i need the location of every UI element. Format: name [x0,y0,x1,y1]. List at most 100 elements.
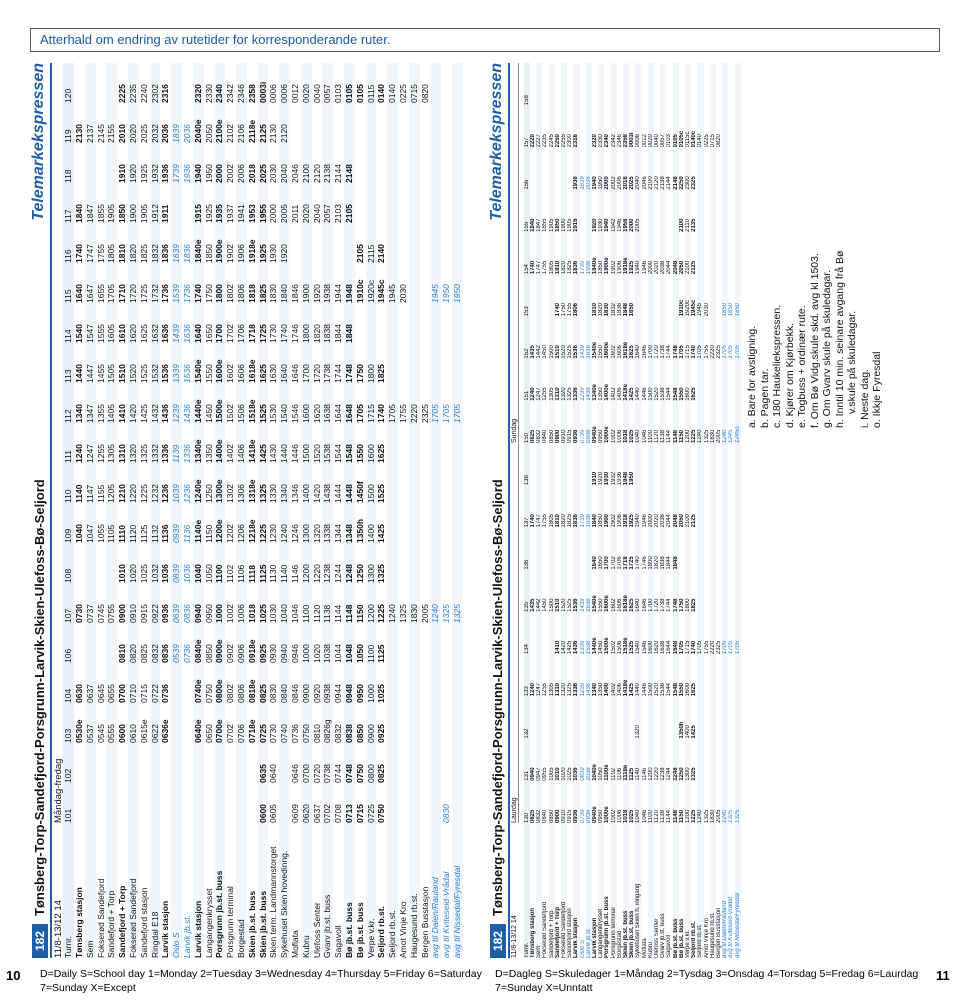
time: 1350h [354,518,365,543]
time: 2025 [257,164,268,183]
time: 1438 [322,484,333,503]
trip-number: 102 [63,768,74,783]
time: 1300 [300,524,311,543]
stop-name: Sem [84,940,95,958]
time: 1706 [236,324,246,343]
time: 1025 [138,564,149,583]
time: 1000 [214,604,225,623]
time: 1900 [128,204,138,223]
time: 1847 [84,204,95,223]
stop-name: Oslo S [171,932,182,958]
time: 1425 [138,404,149,423]
time: 1720 [311,364,322,383]
time: 1340 [74,404,84,423]
time: 1900 [300,284,311,303]
time: 1100 [300,604,311,623]
timetable: 182 Tønsberg-Torp-Sandefjord-Porsgrunn-La… [30,63,475,958]
time: 1132 [149,524,160,543]
time: 1125 [376,644,387,663]
time: 1106 [236,564,246,583]
stop-name: Sandefjord + Torp [117,885,128,958]
time: 0740e [192,679,203,703]
time: 0755 [106,604,117,623]
time: 0820 [128,644,138,663]
time: 1906 [236,244,246,263]
time: 0832 [333,724,344,743]
trip-number: 134 [523,644,530,655]
time: 1540e [192,359,203,383]
time: 0750 [376,804,387,823]
stop-name: Porsgrunn terminal [225,886,236,958]
time: 2118e [246,119,257,143]
time: 1638 [322,404,333,423]
time: 1306 [236,484,246,503]
time: 1325 [376,564,387,583]
time: 1240 [74,444,84,463]
time: 2120 [279,124,290,143]
time: 0700e [214,719,225,743]
time: 1255 [95,444,106,463]
time: 0722 [149,684,160,703]
time: 2032 [149,124,160,143]
time: 1136 [160,524,171,543]
legend: D=Daily S=School day 1=Monday 2=Tuesday … [40,968,482,980]
stop-name: Sandefjord + Torp [106,890,117,958]
time: 1440 [279,444,290,463]
stop-name: Tønsberg stasjon [74,887,84,958]
trip-number: 115 [63,289,74,303]
time: 0920 [311,684,322,703]
time: 1700 [300,364,311,383]
time: 0839 [171,564,182,583]
time: 1602 [225,364,236,383]
time: 1705 [734,345,741,359]
trip-number: 158 [523,95,530,106]
time: 1937 [225,204,236,223]
time: 1850 [117,204,128,223]
time: 1220 [128,484,138,503]
time: 1036 [182,564,192,583]
time: 0832 [149,644,160,663]
table-title: Tønsberg-Torp-Sandefjord-Porsgrunn-Larvi… [32,479,47,916]
stop-name: avg til Nissedal/Fyresdal [452,865,462,958]
stop-name: Bergen Busstasjon [419,886,430,958]
time: 1532 [149,364,160,383]
stop-name: Skien term. Landmannstorget [268,846,279,958]
time: 0706 [236,724,246,743]
trip-number: 103 [63,728,74,743]
time: 1125 [257,564,268,583]
stop-name: Bø jb.st. buss [354,902,365,958]
time: 1539 [171,284,182,303]
time: 1920 [128,164,138,183]
time: 1902 [225,244,236,263]
time: 1500 [300,444,311,463]
time: 0836 [160,644,171,663]
time: 1810 [117,244,128,263]
time: 0040 [311,84,322,103]
stop-name: Larvik stasjon [160,900,171,958]
time: 1400 [300,484,311,503]
time: 1440e [192,399,203,423]
time: 0713 [344,804,354,823]
time: 0650 [203,724,214,743]
time: 2020 [300,204,311,223]
time: 2106 [236,124,246,143]
time: 1240 [279,524,290,543]
time: 2346 [236,84,246,103]
time: 1547 [84,324,95,343]
time: 1836 [160,244,171,263]
time: 0802 [225,684,236,703]
time: 0810 [311,724,322,743]
time: 1340 [279,484,290,503]
time: 2030 [398,284,408,303]
time: 2057 [322,204,333,223]
time: 2358 [246,84,257,103]
time: 0800e [214,679,225,703]
trip-number: 138 [523,475,530,486]
time: 1110 [117,525,128,543]
time: 0140 [376,84,387,103]
time: 1032 [149,564,160,583]
time: 1318e [246,479,257,503]
time: 1225 [257,524,268,543]
time: 1912 [149,204,160,223]
line [50,63,52,958]
